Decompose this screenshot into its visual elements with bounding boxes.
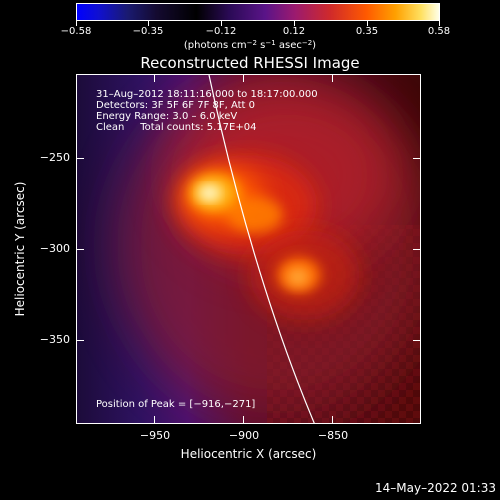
image-title: Reconstructed RHESSI Image	[140, 54, 360, 72]
rhessi-image-plot: 31–Aug–2012 18:11:16.000 to 18:17:00.000…	[76, 74, 421, 424]
y-axis-tick	[413, 158, 421, 159]
colorbar-unit-label: (photons cm−2 s−1 asec−2)	[183, 39, 317, 52]
detectors-info: Detectors: 3F 5F 6F 7F 8F, Att 0	[96, 100, 256, 111]
y-axis-tick	[76, 249, 84, 250]
rhessi-image	[77, 75, 420, 423]
colorbar-tick-label: −0.12	[205, 26, 237, 37]
colorbar-tick-label: 0.35	[355, 26, 379, 37]
colorbar-tick	[221, 21, 222, 26]
observation-time: 31–Aug–2012 18:11:16.000 to 18:17:00.000	[96, 89, 318, 100]
peak-position: Position of Peak = [−916,−271]	[96, 399, 256, 410]
colorbar-tick-label: −0.35	[132, 26, 164, 37]
x-axis-tick	[154, 74, 155, 82]
clean-counts-info: Clean Total counts: 5.17E+04	[96, 122, 257, 133]
colorbar-tick	[76, 21, 77, 26]
colorbar-tick	[294, 21, 295, 26]
y-axis-tick	[76, 158, 84, 159]
y-axis-tick	[413, 249, 421, 250]
y-axis-tick-label: −300	[39, 242, 70, 255]
x-axis-title: Heliocentric X (arcsec)	[180, 447, 317, 461]
colorbar-tick-label: 0.12	[282, 26, 306, 37]
x-axis-tick-label: −950	[139, 429, 171, 442]
colorbar-tick	[439, 21, 440, 26]
colorbar-tick-label: 0.58	[427, 26, 451, 37]
colorbar-tick-label: −0.58	[60, 26, 92, 37]
colorbar	[76, 3, 440, 21]
colorbar-tick	[148, 21, 149, 26]
x-axis-tick-label: −850	[317, 429, 349, 442]
x-axis-tick-label: −900	[228, 429, 260, 442]
x-axis-tick	[243, 416, 244, 424]
x-axis-tick	[154, 416, 155, 424]
x-axis-tick	[332, 416, 333, 424]
x-axis-tick	[332, 74, 333, 82]
y-axis-tick-label: −350	[39, 333, 70, 346]
y-axis-tick-label: −250	[39, 151, 70, 164]
x-axis-tick	[243, 74, 244, 82]
solar-limb-line	[208, 75, 315, 423]
y-axis-title: Heliocentric Y (arcsec)	[13, 181, 27, 317]
y-axis-tick	[413, 340, 421, 341]
y-axis-tick	[76, 340, 84, 341]
colorbar-tick	[367, 21, 368, 26]
energy-range-info: Energy Range: 3.0 – 6.0 keV	[96, 111, 238, 122]
timestamp: 14–May–2022 01:33	[374, 481, 496, 495]
